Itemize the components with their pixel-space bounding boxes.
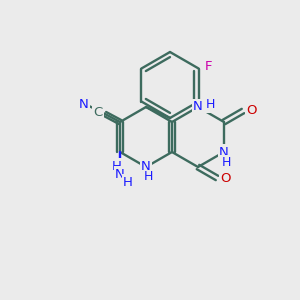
Text: H: H <box>221 155 231 169</box>
Text: H: H <box>143 170 153 184</box>
Text: N: N <box>141 160 151 173</box>
Text: H: H <box>123 176 133 188</box>
Text: H: H <box>205 98 215 112</box>
Text: C: C <box>93 106 103 118</box>
Text: N: N <box>193 100 203 113</box>
Text: H: H <box>112 160 122 172</box>
Text: F: F <box>205 60 212 73</box>
Text: O: O <box>220 172 230 184</box>
Text: O: O <box>246 104 256 118</box>
Text: N: N <box>79 98 89 110</box>
Text: N: N <box>219 146 229 158</box>
Text: N: N <box>115 167 125 181</box>
